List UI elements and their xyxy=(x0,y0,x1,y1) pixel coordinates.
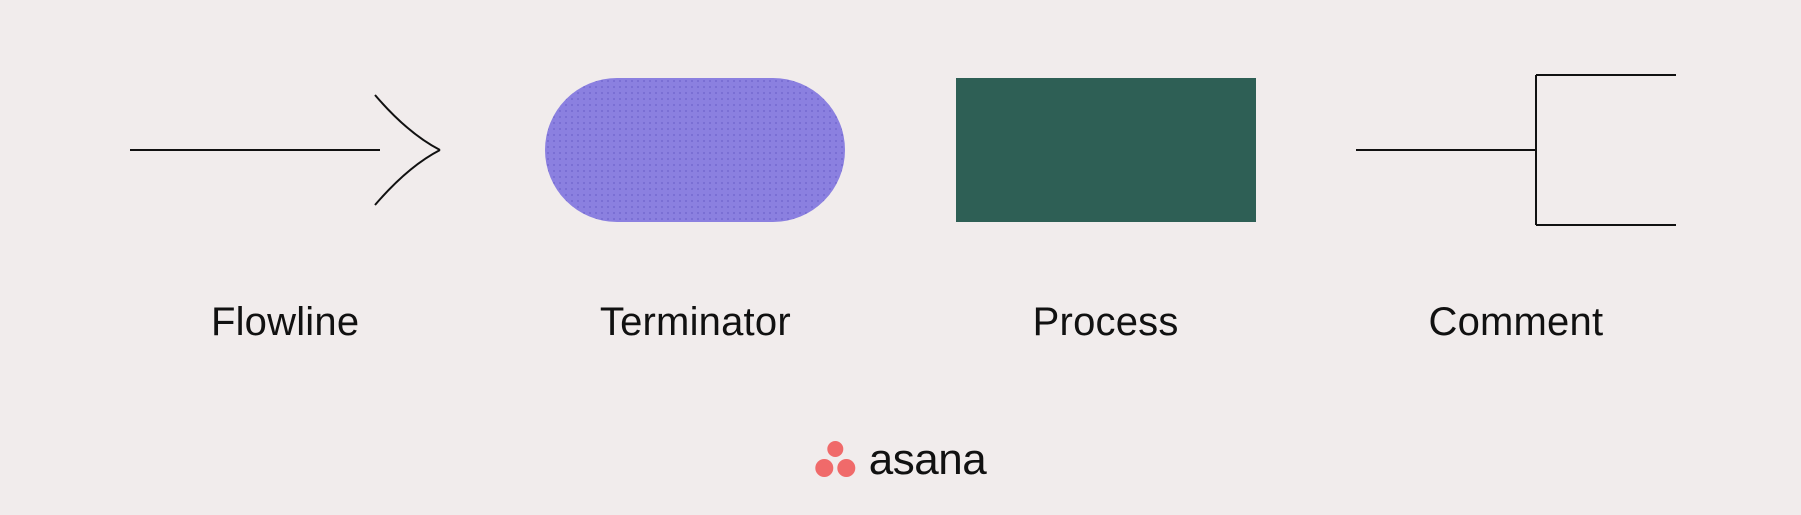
brand-logo: asana xyxy=(815,435,986,485)
bracket-icon xyxy=(1351,70,1681,230)
process-label: Process xyxy=(1033,300,1179,345)
terminator-label: Terminator xyxy=(600,300,791,345)
terminator-shape xyxy=(545,60,845,240)
flowline-shape xyxy=(125,60,445,240)
comment-shape xyxy=(1351,60,1681,240)
arrow-icon xyxy=(125,90,445,210)
process-item: Process xyxy=(916,60,1296,345)
terminator-item: Terminator xyxy=(505,60,885,345)
flowline-label: Flowline xyxy=(211,300,359,345)
process-shape xyxy=(956,60,1256,240)
asana-dots-icon xyxy=(815,441,855,479)
comment-label: Comment xyxy=(1428,300,1603,345)
flowline-item: Flowline xyxy=(95,60,475,345)
process-rectangle xyxy=(956,78,1256,222)
symbols-row: Flowline Terminator Process Comment xyxy=(0,0,1801,345)
comment-item: Comment xyxy=(1326,60,1706,345)
brand-name: asana xyxy=(869,435,986,485)
terminator-pill xyxy=(545,78,845,222)
